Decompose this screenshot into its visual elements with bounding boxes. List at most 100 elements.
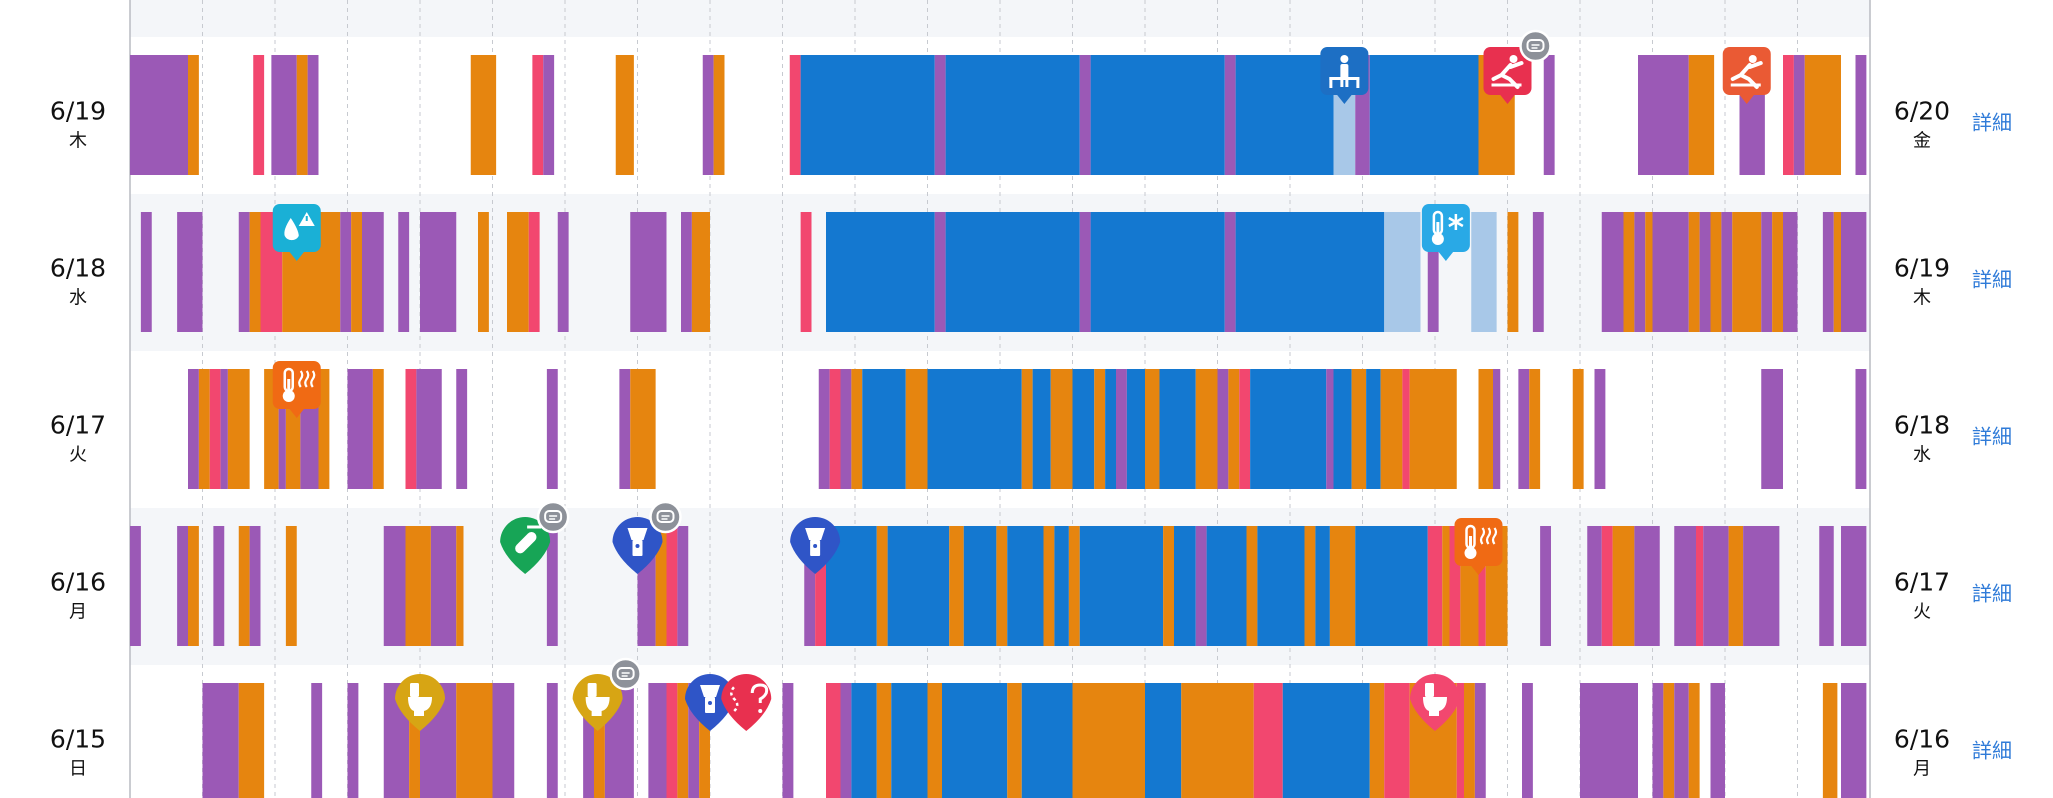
activity-segment-orange bbox=[1478, 369, 1493, 489]
activity-segment-pink bbox=[829, 369, 841, 489]
toilet-feces-icon[interactable] bbox=[572, 657, 642, 731]
activity-segment-purple bbox=[130, 526, 141, 646]
activity-segment-orange bbox=[296, 55, 308, 175]
activity-segment-purple bbox=[1743, 526, 1780, 646]
detail-link[interactable]: 詳細 bbox=[1972, 425, 2012, 449]
activity-segment-pink bbox=[800, 212, 812, 332]
activity-segment-purple bbox=[840, 369, 852, 489]
activity-segment-orange bbox=[1050, 369, 1073, 489]
activity-segment-orange bbox=[1572, 369, 1584, 489]
activity-segment-purple bbox=[1652, 212, 1689, 332]
toilet-alert-icon[interactable] bbox=[1410, 674, 1460, 731]
activity-segment-purple bbox=[220, 369, 228, 489]
activity-segment-blue bbox=[927, 369, 1022, 489]
activity-segment-orange bbox=[594, 683, 605, 798]
activity-segment-orange bbox=[1043, 526, 1055, 646]
activity-segment-purple bbox=[1493, 369, 1501, 489]
toilet-urine-icon[interactable] bbox=[395, 674, 445, 731]
activity-segment-orange bbox=[713, 55, 725, 175]
activity-segment-purple bbox=[1699, 212, 1711, 332]
activity-segment-purple bbox=[177, 526, 188, 646]
activity-segment-purple bbox=[782, 683, 794, 798]
thermometer-hot-icon[interactable] bbox=[1454, 518, 1503, 575]
row-end-date: 6/19 bbox=[1894, 254, 1950, 283]
activity-segment-purple bbox=[271, 55, 297, 175]
activity-segment-orange bbox=[405, 526, 431, 646]
activity-segment-purple bbox=[1674, 526, 1696, 646]
activity-segment-pink bbox=[1456, 683, 1464, 798]
activity-segment-pink bbox=[532, 55, 544, 175]
fall-alert-icon[interactable] bbox=[1722, 47, 1771, 104]
activity-segment-orange bbox=[285, 526, 297, 646]
fall-alert-icon[interactable] bbox=[1483, 29, 1552, 104]
detail-link[interactable]: 詳細 bbox=[1972, 111, 2012, 135]
row-end-date: 6/17 bbox=[1894, 568, 1950, 597]
activity-segment-orange bbox=[1304, 526, 1316, 646]
activity-segment-blue bbox=[1105, 369, 1116, 489]
activity-segment-orange bbox=[249, 212, 261, 332]
activity-segment-pink bbox=[1696, 526, 1704, 646]
activity-segment-purple bbox=[702, 55, 714, 175]
activity-segment-orange bbox=[927, 683, 942, 798]
water-alert-icon[interactable] bbox=[272, 204, 321, 261]
activity-segment-blue bbox=[1032, 369, 1051, 489]
activity-segment-orange bbox=[876, 683, 892, 798]
activity-segment-orange bbox=[1833, 212, 1841, 332]
activity-segment-blue bbox=[1021, 683, 1073, 798]
activity-segment-blue bbox=[945, 212, 1080, 332]
activity-segment-blue bbox=[1369, 55, 1479, 175]
detail-link[interactable]: 詳細 bbox=[1972, 739, 2012, 763]
comment-badge-icon[interactable] bbox=[1519, 29, 1552, 63]
activity-segment-purple bbox=[1822, 212, 1834, 332]
activity-segment-purple bbox=[307, 55, 319, 175]
activity-segment-orange bbox=[507, 212, 529, 332]
activity-segment-orange bbox=[677, 683, 689, 798]
detail-link[interactable]: 詳細 bbox=[1972, 268, 2012, 292]
activity-segment-orange bbox=[615, 55, 634, 175]
activity-segment-pink bbox=[209, 369, 221, 489]
thermometer-cold-icon[interactable] bbox=[1421, 204, 1470, 261]
flashlight-icon[interactable] bbox=[790, 517, 841, 574]
activity-segment-orange bbox=[227, 369, 250, 489]
activity-segment-blue bbox=[1090, 212, 1225, 332]
activity-segment-purple bbox=[1652, 683, 1664, 798]
activity-segment-orange bbox=[1145, 369, 1160, 489]
flashlight-icon[interactable] bbox=[612, 500, 682, 574]
activity-segment-blue bbox=[1072, 369, 1095, 489]
comment-badge-icon[interactable] bbox=[609, 657, 642, 691]
thermometer-hot-icon[interactable] bbox=[272, 361, 321, 418]
row-start-date: 6/19 bbox=[50, 97, 106, 126]
activity-segment-purple bbox=[1224, 55, 1236, 175]
activity-segment-purple bbox=[934, 212, 946, 332]
activity-segment-purple bbox=[1841, 526, 1867, 646]
flashlight-icon[interactable] bbox=[685, 674, 735, 731]
activity-segment-purple bbox=[492, 683, 515, 798]
activity-segment-orange bbox=[905, 369, 928, 489]
activity-segment-blue bbox=[1206, 526, 1247, 646]
detail-link[interactable]: 詳細 bbox=[1972, 582, 2012, 606]
standing-person-icon[interactable] bbox=[1320, 47, 1369, 104]
activity-segment-blue bbox=[1174, 526, 1196, 646]
activity-segment-orange bbox=[1369, 683, 1385, 798]
row-end-date: 6/16 bbox=[1894, 725, 1950, 754]
medicine-icon[interactable] bbox=[500, 500, 570, 574]
activity-segment-purple bbox=[1116, 369, 1127, 489]
activity-segment-orange bbox=[456, 526, 464, 646]
activity-segment-orange bbox=[470, 55, 497, 175]
activity-segment-purple bbox=[630, 212, 667, 332]
activity-segment-orange bbox=[691, 212, 710, 332]
row-start-date: 6/15 bbox=[50, 725, 106, 754]
wandering-alert-icon[interactable] bbox=[721, 674, 772, 731]
activity-segment-orange bbox=[1007, 683, 1022, 798]
activity-segment-blue bbox=[1007, 526, 1044, 646]
activity-segment-purple bbox=[546, 526, 558, 646]
comment-badge-icon[interactable] bbox=[536, 500, 570, 534]
comment-badge-icon[interactable] bbox=[649, 500, 682, 534]
activity-segment-purple bbox=[619, 369, 631, 489]
activity-segment-purple bbox=[340, 212, 352, 332]
activity-segment-purple bbox=[130, 55, 188, 175]
activity-segment-blue bbox=[851, 683, 877, 798]
activity-segment-purple bbox=[1224, 212, 1236, 332]
activity-segment-orange bbox=[1068, 526, 1080, 646]
